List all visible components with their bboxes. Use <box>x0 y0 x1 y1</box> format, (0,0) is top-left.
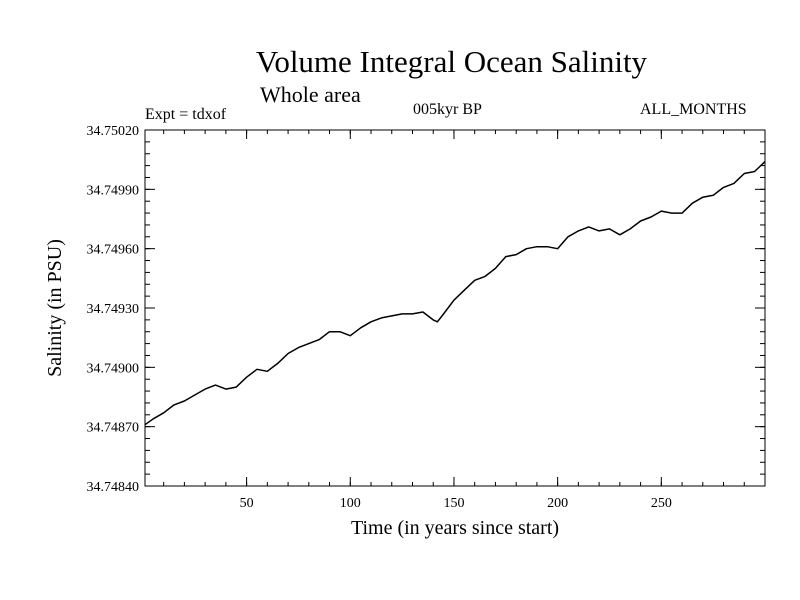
period-annotation: 005kyr BP <box>413 101 482 118</box>
y-axis-label: Salinity (in PSU) <box>44 239 66 377</box>
y-tick-label: 34.74870 <box>87 421 140 436</box>
experiment-annotation: Expt = tdxof <box>145 106 227 123</box>
plot-frame <box>144 129 766 487</box>
y-tick-label: 34.74990 <box>87 183 140 198</box>
y-tick-label: 34.74930 <box>87 302 140 317</box>
x-tick-label: 250 <box>651 496 672 511</box>
x-axis-label: Time (in years since start) <box>351 517 559 539</box>
x-tick-label: 150 <box>443 496 464 511</box>
y-tick-label: 34.75020 <box>87 124 140 139</box>
y-tick-label: 34.74960 <box>87 243 140 258</box>
x-tick-label: 200 <box>547 496 568 511</box>
x-axis: 50 100 150 200 250 <box>163 130 745 511</box>
chart-title: Volume Integral Ocean Salinity <box>255 44 648 79</box>
x-tick-label: 50 <box>240 496 254 511</box>
x-tick-label: 100 <box>340 496 361 511</box>
chart-subtitle: Whole area <box>260 82 361 107</box>
y-tick-label: 34.74840 <box>87 480 140 495</box>
salinity-series-line <box>144 161 766 426</box>
y-axis: 34.74840 34.74870 34.74900 34.74930 34.74960… <box>87 124 765 495</box>
months-annotation: ALL_MONTHS <box>640 101 747 118</box>
y-tick-label: 34.74900 <box>87 361 140 376</box>
